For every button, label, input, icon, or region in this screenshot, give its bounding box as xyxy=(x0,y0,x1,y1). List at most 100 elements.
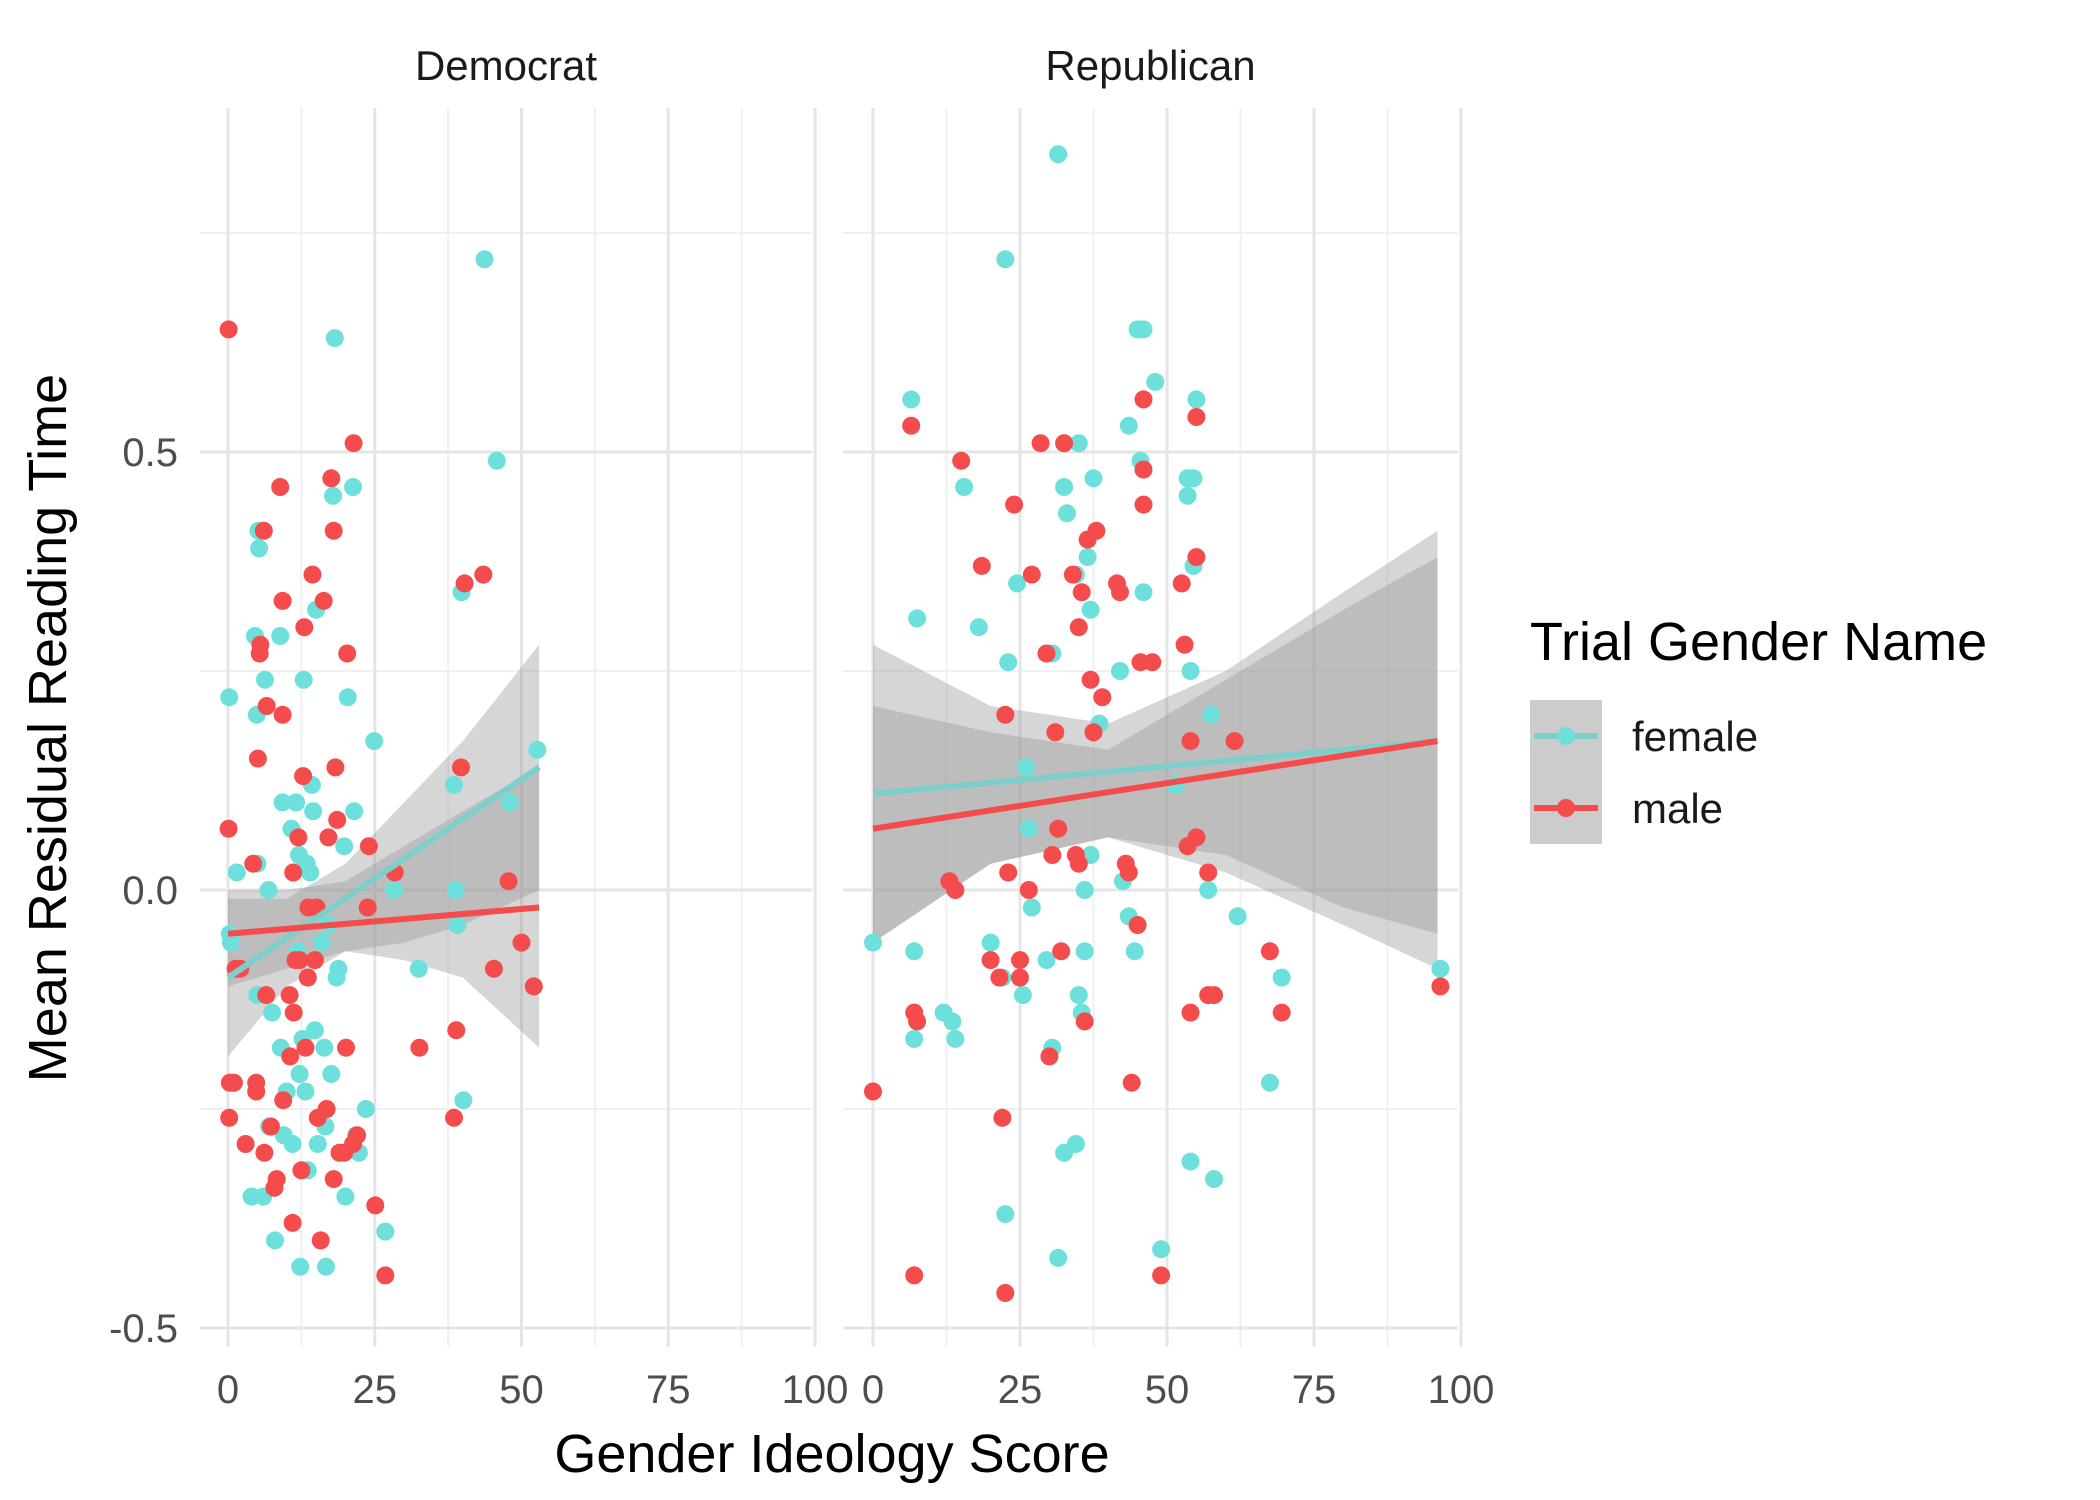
point-male xyxy=(338,644,357,663)
confidence-band-female xyxy=(873,530,1438,969)
point-female xyxy=(1078,548,1097,567)
point-male xyxy=(447,1021,466,1040)
point-male xyxy=(1134,460,1153,479)
point-female xyxy=(1228,907,1247,926)
point-female xyxy=(325,329,344,348)
point-male xyxy=(1181,732,1200,751)
point-male xyxy=(484,959,503,978)
point-female xyxy=(1119,416,1138,435)
trend-line-female xyxy=(872,738,1438,797)
point-female xyxy=(1260,1073,1279,1092)
x-tick-label-republican: 50 xyxy=(1145,1368,1190,1412)
point-female xyxy=(329,959,348,978)
point-male xyxy=(1187,828,1206,847)
point-male xyxy=(410,1038,429,1057)
point-female xyxy=(1111,662,1129,680)
legend-keys: female male xyxy=(1530,700,1758,844)
points-democrat xyxy=(219,250,547,1285)
point-female xyxy=(999,653,1018,672)
point-male xyxy=(224,1073,243,1092)
point-female xyxy=(308,1135,327,1153)
point-female xyxy=(335,837,354,856)
point-male xyxy=(271,478,290,496)
point-male xyxy=(273,705,292,724)
point-female xyxy=(446,881,465,899)
x-tick-label-democrat: 75 xyxy=(646,1368,691,1412)
point-female xyxy=(1037,951,1056,970)
trend-line-male xyxy=(227,904,540,937)
y-tick-label: 0.5 xyxy=(122,431,178,475)
point-male xyxy=(1049,819,1068,838)
point-female xyxy=(475,250,494,269)
point-female xyxy=(1125,942,1144,961)
point-female xyxy=(271,627,290,645)
panel-republican: Republican 0 25 50 75 100 xyxy=(843,42,1494,1412)
point-female xyxy=(1181,1152,1200,1171)
point-male xyxy=(455,574,474,593)
point-female xyxy=(908,609,927,628)
point-male xyxy=(474,565,493,584)
point-female xyxy=(1022,898,1041,917)
point-male xyxy=(946,881,965,899)
point-male xyxy=(359,837,378,856)
point-female xyxy=(305,1021,324,1040)
point-female xyxy=(969,618,988,637)
point-male xyxy=(324,1170,343,1189)
x-tick-label-democrat: 100 xyxy=(782,1368,849,1412)
point-female xyxy=(227,863,246,882)
point-male xyxy=(294,767,313,786)
point-male xyxy=(452,758,470,777)
panel-title-democrat: Democrat xyxy=(415,42,597,89)
point-female xyxy=(263,1003,281,1022)
point-female xyxy=(376,1222,395,1241)
y-tick-label: -0.5 xyxy=(109,1307,178,1351)
point-male xyxy=(1019,881,1038,899)
point-male xyxy=(990,968,1009,987)
point-male xyxy=(290,951,309,970)
point-male xyxy=(289,828,308,847)
point-male xyxy=(1011,951,1029,970)
point-male xyxy=(376,1266,395,1285)
point-female xyxy=(1049,145,1068,164)
point-male xyxy=(499,872,518,891)
panel-democrat: Democrat 0 25 50 75 100 xyxy=(200,42,848,1412)
point-female xyxy=(905,942,924,961)
point-male xyxy=(324,521,343,540)
point-male xyxy=(1143,653,1162,672)
point-male xyxy=(1187,408,1206,426)
point-female xyxy=(312,933,331,952)
point-male xyxy=(1187,548,1206,567)
point-female xyxy=(283,1135,302,1153)
point-male xyxy=(280,986,299,1005)
point-female xyxy=(1066,1135,1085,1153)
point-female xyxy=(315,1038,334,1057)
point-male xyxy=(512,933,531,952)
point-male xyxy=(1272,1003,1291,1022)
point-female xyxy=(1069,434,1088,453)
point-male xyxy=(1011,968,1029,987)
point-female xyxy=(448,916,467,934)
legend-title: Trial Gender Name xyxy=(1530,612,1987,672)
point-male xyxy=(251,635,270,654)
point-female xyxy=(220,688,239,707)
grid-republican xyxy=(843,108,1463,1347)
point-male xyxy=(257,697,276,715)
fit-lines-democrat xyxy=(226,764,541,981)
point-male xyxy=(1119,863,1138,882)
point-female xyxy=(291,1257,310,1276)
point-male xyxy=(274,1091,293,1110)
point-female xyxy=(528,740,547,759)
point-female xyxy=(256,670,274,689)
x-ticks-republican: 0 25 50 75 100 xyxy=(862,1368,1495,1412)
legend-label-male: male xyxy=(1632,785,1723,832)
point-male xyxy=(445,1108,463,1127)
point-male xyxy=(1022,565,1041,584)
point-male xyxy=(219,320,238,339)
point-female xyxy=(1055,478,1074,496)
point-male xyxy=(303,565,322,584)
fit-lines-republican xyxy=(872,738,1438,832)
point-male xyxy=(999,863,1018,882)
point-female xyxy=(259,881,278,899)
point-female xyxy=(1008,574,1027,593)
point-female xyxy=(1202,705,1221,724)
